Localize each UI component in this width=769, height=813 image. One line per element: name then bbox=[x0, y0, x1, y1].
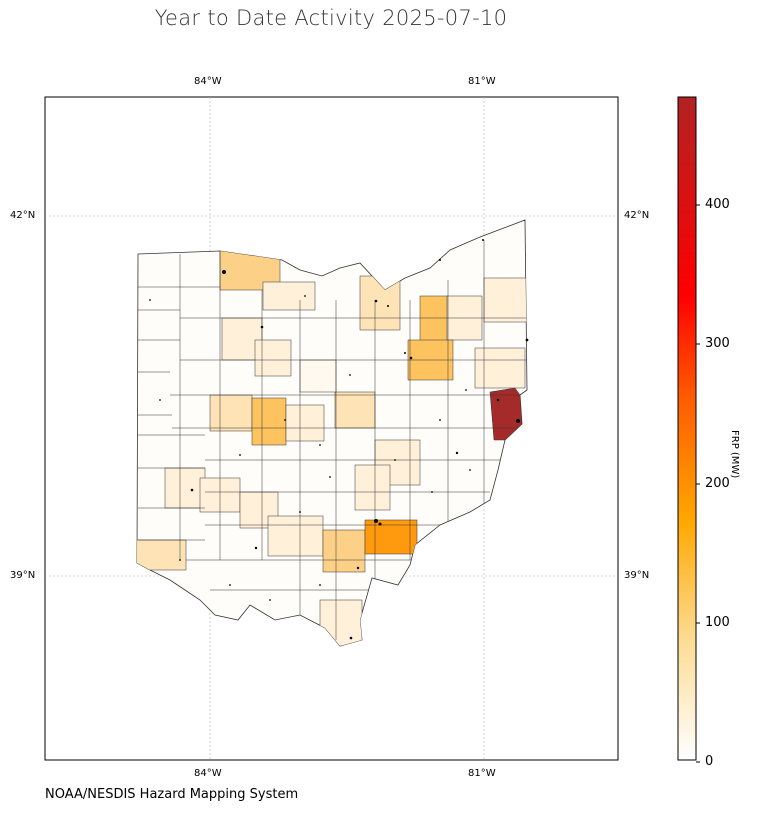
lon-label-84-top: 84°W bbox=[194, 76, 222, 87]
colorbar-ticks bbox=[696, 204, 700, 763]
county-union bbox=[285, 404, 325, 442]
county-boundaries bbox=[138, 240, 527, 640]
lon-label-84-bottom: 84°W bbox=[194, 768, 222, 779]
lon-label-81-top: 81°W bbox=[468, 76, 496, 87]
county-erie bbox=[359, 275, 401, 331]
map-title: Year to Date Activity 2025-07-10 bbox=[154, 6, 508, 30]
county-hancock bbox=[254, 339, 292, 377]
county-layer bbox=[137, 249, 527, 646]
colorbar bbox=[677, 96, 697, 761]
county-highland bbox=[267, 515, 324, 557]
county-hamilton bbox=[137, 539, 187, 571]
colorbar-tick-100: 100 bbox=[705, 615, 730, 630]
county-sandusky bbox=[262, 281, 316, 311]
colorbar-label: FRP (MW) bbox=[729, 430, 740, 479]
colorbar-tick-400: 400 bbox=[705, 197, 730, 212]
county-auglaize bbox=[209, 394, 253, 432]
county-meigs bbox=[364, 519, 418, 555]
county-columbiana bbox=[474, 347, 526, 389]
lat-label-42-right: 42°N bbox=[624, 210, 650, 221]
county-knox bbox=[334, 391, 376, 429]
lat-label-39-right: 39°N bbox=[624, 570, 650, 581]
lon-label-81-bottom: 81°W bbox=[468, 768, 496, 779]
colorbar-tick-200: 200 bbox=[705, 476, 730, 491]
gridlines bbox=[45, 97, 618, 760]
county-jackson bbox=[322, 529, 366, 573]
county-logan bbox=[251, 397, 287, 446]
county-marion bbox=[299, 359, 337, 393]
fire-detections bbox=[149, 239, 529, 640]
county-trumbull bbox=[483, 277, 527, 323]
source-credit: NOAA/NESDIS Hazard Mapping System bbox=[45, 787, 299, 802]
county-perry bbox=[354, 464, 391, 511]
colorbar-tick-0: 0 bbox=[705, 754, 714, 769]
lat-label-42-left: 42°N bbox=[10, 210, 36, 221]
county-preble bbox=[164, 467, 206, 509]
lat-label-39-left: 39°N bbox=[10, 570, 36, 581]
colorbar-tick-300: 300 bbox=[705, 336, 730, 351]
